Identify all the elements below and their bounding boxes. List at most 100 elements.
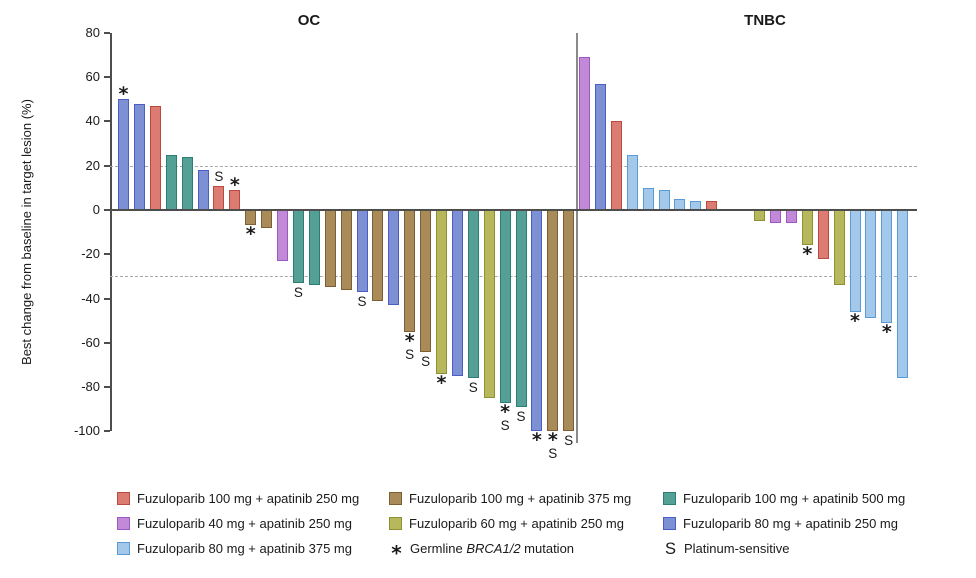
group-divider-line bbox=[576, 33, 578, 443]
legend-swatch-f80a250 bbox=[663, 517, 676, 530]
platinum-sensitive-marker: S bbox=[516, 408, 526, 424]
y-tick-mark bbox=[104, 386, 110, 389]
platinum-sensitive-marker: S bbox=[293, 285, 303, 301]
legend-label: Fuzuloparib 80 mg + apatinib 250 mg bbox=[683, 516, 898, 531]
bar-oc-8 bbox=[229, 190, 241, 210]
bar-oc-17 bbox=[372, 210, 384, 301]
bar-oc-15 bbox=[340, 210, 352, 290]
legend-label: Fuzuloparib 60 mg + apatinib 250 mg bbox=[409, 516, 624, 531]
legend-swatch-f60a250 bbox=[389, 517, 402, 530]
bar-oc-16 bbox=[356, 210, 368, 292]
bar-oc-7 bbox=[213, 185, 225, 210]
bar-oc-26 bbox=[515, 210, 527, 407]
y-tick-label: 20 bbox=[85, 157, 100, 173]
y-tick-label: 60 bbox=[85, 69, 100, 85]
germline-brca-marker: * bbox=[802, 243, 813, 266]
s-symbol: S bbox=[664, 539, 676, 558]
bar-tnbc-18 bbox=[881, 210, 893, 323]
germline-brca-marker: * bbox=[245, 223, 256, 246]
germline-brca-marker: * bbox=[850, 309, 860, 332]
y-tick-mark bbox=[104, 120, 110, 123]
bar-tnbc-6 bbox=[658, 190, 670, 210]
y-tick-label: -80 bbox=[81, 379, 100, 395]
y-axis-line bbox=[110, 32, 112, 432]
bar-tnbc-4 bbox=[626, 154, 638, 210]
bar-oc-5 bbox=[181, 156, 193, 210]
bar-tnbc-3 bbox=[610, 121, 622, 210]
bar-oc-12 bbox=[292, 210, 304, 284]
y-tick-label: 40 bbox=[85, 113, 100, 129]
asterisk-symbol: * bbox=[391, 540, 402, 565]
y-tick-label: 80 bbox=[85, 24, 100, 40]
bar-oc-13 bbox=[308, 210, 320, 286]
y-tick-label: 0 bbox=[92, 202, 100, 217]
legend-swatch-f100a250 bbox=[117, 492, 130, 505]
legend-swatch-f100a500 bbox=[663, 492, 676, 505]
bar-oc-4 bbox=[165, 154, 177, 210]
bar-oc-11 bbox=[277, 210, 288, 261]
bar-oc-22 bbox=[451, 210, 463, 376]
bar-tnbc-16 bbox=[849, 210, 861, 312]
gene-name-italic: BRCA1/2 bbox=[466, 541, 521, 556]
bar-tnbc-10 bbox=[754, 210, 766, 222]
bar-oc-14 bbox=[324, 210, 336, 288]
legend-swatch-f80a375 bbox=[117, 542, 130, 555]
legend-item-f40a250: Fuzuloparib 40 mg + apatinib 250 mg bbox=[117, 516, 389, 531]
y-tick-mark bbox=[104, 430, 110, 433]
legend-item-f80a375: Fuzuloparib 80 mg + apatinib 375 mg bbox=[117, 541, 389, 556]
bar-oc-19 bbox=[404, 210, 416, 332]
reference-line bbox=[110, 165, 917, 167]
bar-oc-10 bbox=[261, 210, 273, 228]
legend-item-symbol-s: S Platinum-sensitive bbox=[663, 539, 923, 558]
platinum-sensitive-marker: S bbox=[500, 417, 510, 433]
bar-oc-9 bbox=[245, 210, 257, 226]
zero-baseline bbox=[110, 209, 917, 211]
bar-oc-18 bbox=[388, 210, 400, 306]
bar-tnbc-15 bbox=[833, 210, 845, 286]
y-tick-label: -20 bbox=[81, 246, 100, 262]
y-tick-mark bbox=[104, 164, 110, 167]
platinum-sensitive-marker: S bbox=[548, 446, 558, 462]
germline-brca-marker: * bbox=[531, 429, 542, 452]
y-tick-mark bbox=[104, 253, 110, 256]
y-axis-label: Best change from baseline in target lesi… bbox=[19, 99, 34, 365]
legend: Fuzuloparib 100 mg + apatinib 250 mg Fuzu… bbox=[117, 486, 923, 565]
bar-tnbc-5 bbox=[642, 187, 654, 210]
legend-swatch-f40a250 bbox=[117, 517, 130, 530]
legend-label: Germline BRCA1/2 mutation bbox=[410, 541, 575, 556]
legend-item-f60a250: Fuzuloparib 60 mg + apatinib 250 mg bbox=[389, 516, 663, 531]
legend-label: Fuzuloparib 40 mg + apatinib 250 mg bbox=[137, 516, 352, 531]
legend-label: Fuzuloparib 100 mg + apatinib 500 mg bbox=[683, 491, 906, 506]
platinum-sensitive-marker: S bbox=[357, 293, 367, 309]
bar-oc-21 bbox=[436, 210, 447, 374]
y-tick-mark bbox=[104, 31, 110, 34]
platinum-sensitive-marker: S bbox=[421, 353, 431, 369]
legend-item-f80a250: Fuzuloparib 80 mg + apatinib 250 mg bbox=[663, 516, 923, 531]
platinum-sensitive-marker: S bbox=[468, 380, 478, 396]
germline-brca-marker: * bbox=[500, 400, 511, 423]
bar-tnbc-19 bbox=[897, 210, 909, 379]
legend-label: Fuzuloparib 80 mg + apatinib 375 mg bbox=[137, 541, 352, 556]
bar-oc-27 bbox=[531, 210, 543, 432]
legend-item-f100a375: Fuzuloparib 100 mg + apatinib 375 mg bbox=[389, 491, 663, 506]
bar-oc-29 bbox=[563, 210, 575, 432]
bar-tnbc-1 bbox=[579, 57, 590, 210]
bar-tnbc-11 bbox=[770, 210, 781, 224]
bar-tnbc-17 bbox=[865, 210, 877, 319]
bar-oc-23 bbox=[467, 210, 479, 379]
y-tick-label: -40 bbox=[81, 290, 100, 306]
y-tick-mark bbox=[104, 76, 110, 79]
bar-tnbc-13 bbox=[801, 210, 813, 246]
bar-oc-25 bbox=[499, 210, 511, 403]
platinum-sensitive-marker: S bbox=[214, 168, 224, 184]
group-title-oc: OC bbox=[297, 12, 321, 29]
legend-item-f100a500: Fuzuloparib 100 mg + apatinib 500 mg bbox=[663, 491, 923, 506]
bar-oc-28 bbox=[547, 210, 559, 432]
bar-oc-1 bbox=[118, 99, 129, 210]
y-tick-label: -60 bbox=[81, 334, 100, 350]
legend-swatch-f100a375 bbox=[389, 492, 402, 505]
bar-oc-24 bbox=[483, 210, 495, 399]
germline-brca-marker: * bbox=[881, 320, 892, 343]
y-tick-mark bbox=[104, 209, 110, 211]
germline-brca-marker: * bbox=[547, 429, 558, 452]
